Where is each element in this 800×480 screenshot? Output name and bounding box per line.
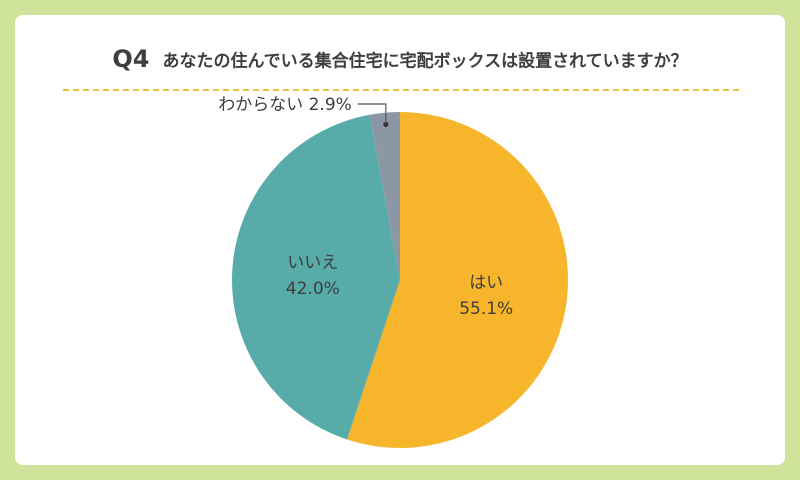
question-text: あなたの住んでいる集合住宅に宅配ボックスは設置されていますか？ bbox=[162, 51, 688, 72]
slice-label-1: いいえ bbox=[287, 253, 338, 273]
pie-slice-0 bbox=[347, 112, 568, 448]
question-header: Q4 あなたの住んでいる集合住宅に宅配ボックスは設置されていますか？ bbox=[15, 45, 785, 73]
question-number: Q4 bbox=[112, 45, 150, 73]
slice-value-0: 55.1% bbox=[459, 299, 513, 319]
slice-label-0: はい bbox=[469, 273, 503, 293]
pie-slice-1 bbox=[231, 114, 400, 440]
title-divider bbox=[63, 89, 739, 91]
pie-slice-2 bbox=[369, 112, 400, 280]
callout-leader-line bbox=[357, 103, 387, 125]
slice-value-1: 42.0% bbox=[286, 279, 340, 299]
slice-callout-label: わからない 2.9% bbox=[218, 95, 352, 115]
